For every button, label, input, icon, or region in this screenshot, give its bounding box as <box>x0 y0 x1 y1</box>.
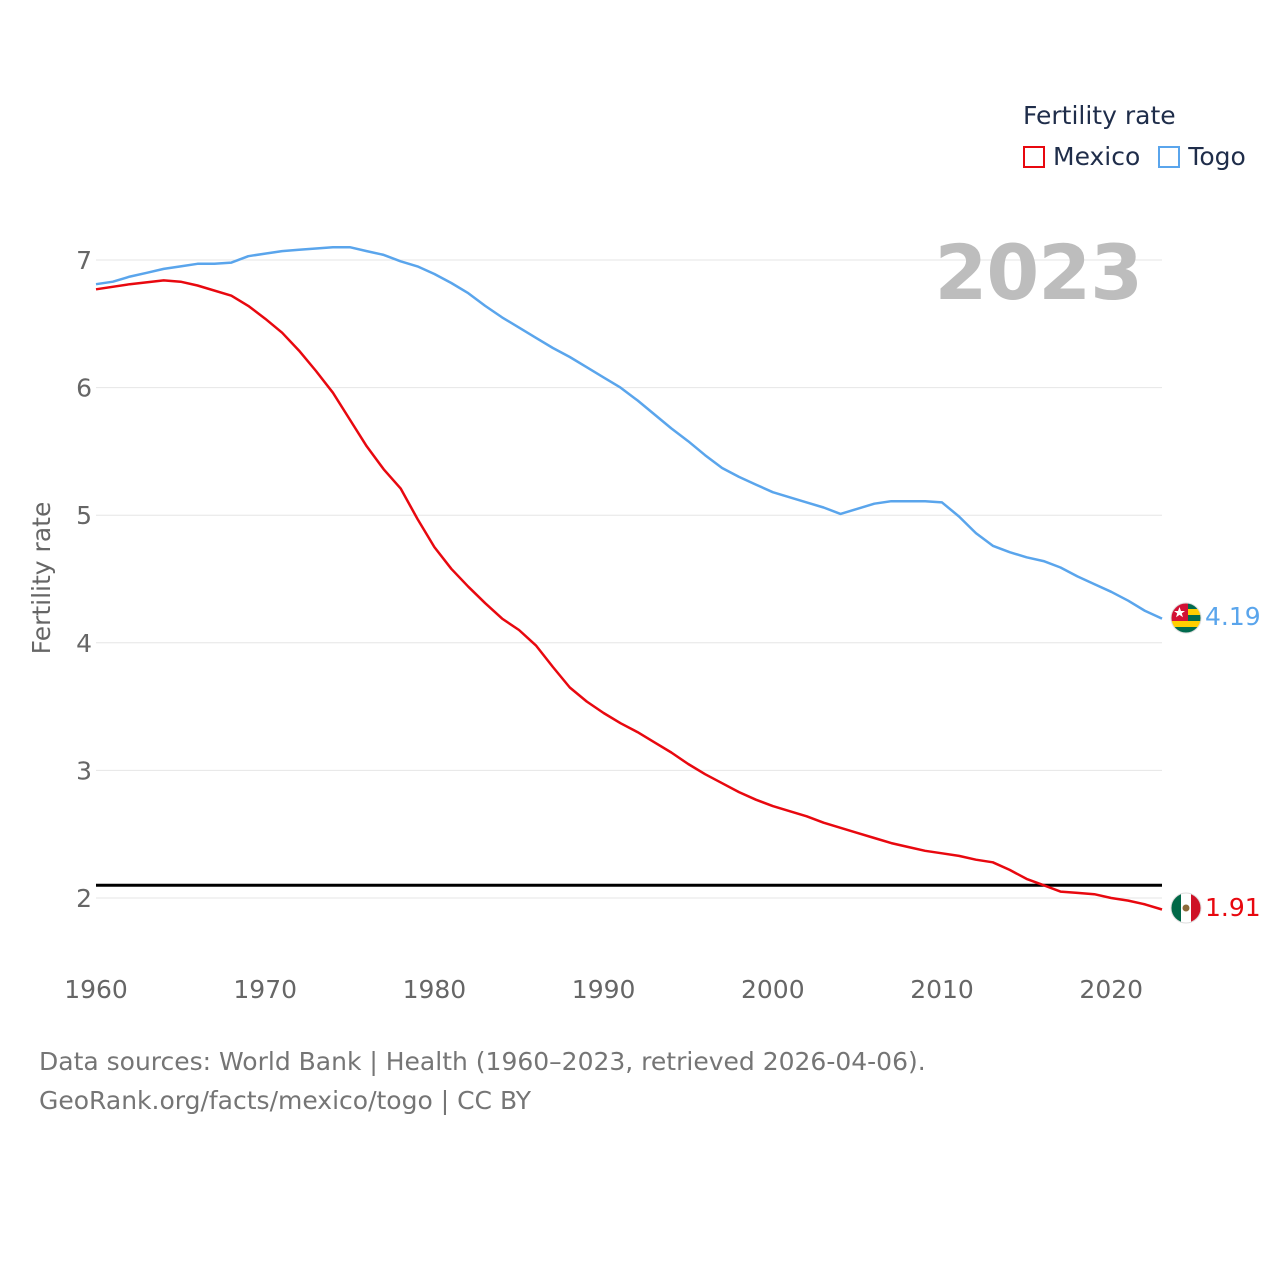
x-tick-label-1980: 1980 <box>403 975 467 1004</box>
y-tick-label-7: 7 <box>76 246 92 275</box>
legend-label-mexico: Mexico <box>1053 142 1141 171</box>
y-tick-label-6: 6 <box>76 374 92 403</box>
legend-swatch-mexico <box>1023 146 1045 168</box>
series-line-togo[interactable] <box>95 245 1163 620</box>
x-axis-ticks: 1960 1970 1980 1990 2000 2010 2020 <box>64 975 1143 1004</box>
legend-item-togo[interactable]: Togo <box>1158 141 1246 173</box>
x-tick-label-2020: 2020 <box>1079 975 1143 1004</box>
footer: Data sources: World Bank | Health (1960–… <box>39 1042 926 1120</box>
y-tick-label-4: 4 <box>76 629 92 658</box>
mexico-end-value-label: 1.91 <box>1205 893 1261 922</box>
legend: Fertility rate Mexico Togo <box>1023 100 1246 173</box>
footer-sources: Data sources: World Bank | Health (1960–… <box>39 1047 926 1076</box>
grid-layer <box>96 259 1162 899</box>
series-line-mexico[interactable] <box>95 279 1163 911</box>
y-tick-label-5: 5 <box>76 501 92 530</box>
y-tick-label-2: 2 <box>76 884 92 913</box>
mexico-flag-icon <box>1170 892 1202 924</box>
x-tick-label-1970: 1970 <box>233 975 297 1004</box>
x-tick-label-1990: 1990 <box>572 975 636 1004</box>
y-axis-title: Fertility rate <box>27 502 56 655</box>
current-year-label: 2023 <box>934 228 1143 317</box>
y-axis-ticks: 2 3 4 5 6 7 <box>76 246 92 913</box>
legend-label-togo: Togo <box>1188 142 1246 171</box>
legend-item-mexico[interactable]: Mexico <box>1023 141 1140 173</box>
legend-items: Mexico Togo <box>1023 141 1246 173</box>
x-tick-label-2010: 2010 <box>910 975 974 1004</box>
legend-swatch-togo <box>1158 146 1181 168</box>
x-tick-label-1960: 1960 <box>64 975 128 1004</box>
legend-title: Fertility rate <box>1023 101 1176 130</box>
y-tick-label-3: 3 <box>76 756 92 785</box>
togo-flag-icon <box>1170 602 1202 634</box>
togo-end-value-label: 4.19 <box>1205 602 1261 631</box>
footer-credit[interactable]: GeoRank.org/facts/mexico/togo | CC BY <box>39 1086 531 1115</box>
x-tick-label-2000: 2000 <box>741 975 805 1004</box>
series-layer <box>95 245 1163 911</box>
